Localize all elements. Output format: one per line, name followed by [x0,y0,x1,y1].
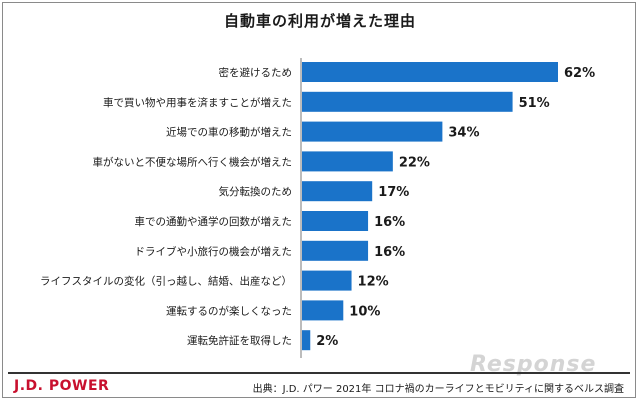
value-label: 12% [358,275,389,290]
bar [302,151,393,172]
category-label: 運転するのが楽しくなった [166,304,292,317]
bar [302,181,373,202]
bar [302,240,369,261]
value-label: 10% [349,304,380,319]
category-label: ライフスタイルの変化（引っ越し、結婚、出産など） [40,275,292,288]
value-label: 22% [399,155,430,170]
value-label: 17% [378,185,409,200]
value-label: 16% [374,245,405,260]
category-label: 車での通勤や通学の回数が増えた [135,215,293,228]
chart-title: 自動車の利用が増えた理由 [223,12,416,30]
value-label: 51% [519,96,550,111]
value-label: 62% [564,66,595,81]
bar [302,270,352,291]
footer-divider [8,372,630,374]
category-label: 気分転換のため [219,185,293,198]
value-label: 2% [316,334,338,349]
bar [302,91,513,112]
category-label: 運転免許証を取得した [187,334,292,347]
bar [302,121,443,142]
category-label: 車がないと不便な場所へ行く機会が増えた [93,155,293,168]
value-label: 34% [448,126,479,141]
bars-group: 密を避けるため 62% 車で買い物や用事を済ますことが増えた 51% 近場での車の移動が… [40,62,595,351]
bar [302,211,369,231]
category-label: 密を避けるため [219,66,293,79]
bar [302,300,344,321]
bar [302,330,311,351]
category-label: 近場での車の移動が増えた [166,126,292,139]
chart-frame [2,2,636,398]
brand-logo: J.D. POWER [14,378,110,394]
category-label: ドライブや小旅行の機会が増えた [135,245,293,258]
category-label: 車で買い物や用事を済ますことが増えた [103,96,292,109]
value-label: 16% [374,215,405,230]
source-note: 出典：J.D. パワー 2021年 コロナ禍のカーライフとモビリティに関するベル… [252,384,624,395]
bar [302,62,558,82]
